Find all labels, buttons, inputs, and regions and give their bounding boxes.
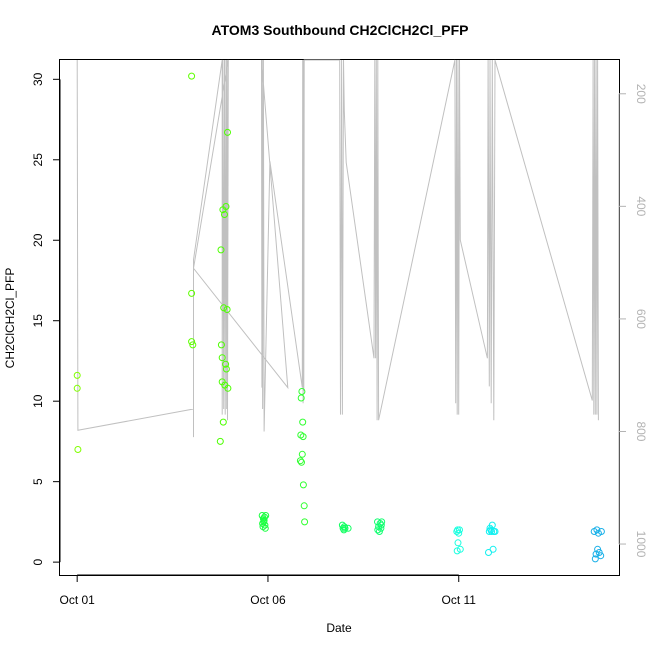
y-tick-label: 0: [31, 558, 45, 565]
data-point: [485, 549, 492, 556]
data-point: [223, 306, 231, 313]
data-point: [261, 513, 268, 521]
data-point: [188, 289, 196, 297]
data-point: [376, 520, 384, 527]
data-point: [591, 555, 599, 563]
data-point: [189, 341, 197, 349]
pressure-line-layer: [76, 59, 599, 438]
data-point: [74, 446, 82, 453]
data-point: [344, 524, 352, 532]
data-point: [224, 384, 232, 392]
data-point: [218, 354, 226, 362]
data-point: [454, 539, 462, 547]
data-point: [222, 203, 230, 210]
data-point: [299, 418, 307, 426]
data-point: [455, 529, 463, 537]
data-point: [222, 360, 230, 368]
y-tick-label: 10: [31, 394, 45, 408]
data-point: [217, 341, 225, 349]
data-point: [221, 211, 228, 218]
data-point: [222, 365, 230, 373]
y-tick-label: 20: [31, 233, 45, 247]
data-point: [262, 512, 270, 519]
x-axis: Oct 01 Oct 06 Oct 11: [59, 574, 477, 607]
data-point: [340, 526, 348, 534]
data-point: [261, 521, 269, 529]
right-tick-label: 800: [634, 421, 648, 441]
data-point: [297, 394, 305, 402]
data-point: [454, 526, 462, 534]
data-point: [73, 384, 81, 392]
data-point: [595, 549, 603, 556]
y-axis-label: CH2ClCH2Cl_PFP: [3, 268, 17, 369]
x-tick-label: Oct 06: [250, 593, 286, 607]
data-point: [299, 433, 307, 441]
data-point: [260, 516, 268, 524]
x-tick-label: Oct 01: [59, 593, 95, 607]
x-axis-label: Date: [326, 621, 352, 635]
data-point: [488, 521, 496, 529]
data-point: [341, 524, 349, 532]
data-point: [216, 437, 224, 445]
data-point: [491, 528, 499, 535]
y-tick-label: 25: [31, 153, 45, 167]
data-point: [299, 481, 307, 489]
data-point: [219, 418, 227, 426]
data-point: [597, 528, 605, 535]
data-point: [593, 526, 601, 534]
y-tick-label: 5: [31, 478, 45, 485]
data-point: [456, 545, 464, 553]
data-point: [298, 388, 306, 395]
data-point: [296, 457, 304, 465]
data-point: [300, 502, 308, 510]
data-point: [456, 526, 463, 534]
data-point: [298, 458, 305, 466]
data-point: [378, 518, 386, 526]
data-point: [220, 304, 228, 312]
right-tick-label: 1000: [634, 531, 648, 558]
data-point: [375, 528, 383, 535]
data-point: [489, 545, 497, 553]
data-point: [597, 552, 605, 560]
right-axis: 200 400 600 800 1000: [618, 84, 648, 558]
right-tick-label: 400: [634, 196, 648, 216]
data-point: [73, 371, 81, 379]
data-point: [377, 521, 385, 529]
pressure-line: [76, 59, 599, 438]
y-tick-label: 30: [31, 72, 45, 86]
data-point: [217, 246, 225, 254]
y-axis: 0 5 10 15 20 25 30: [31, 72, 61, 565]
points-layer: [73, 72, 605, 563]
data-point: [188, 338, 196, 346]
y-tick-label: 15: [31, 314, 45, 328]
data-point: [224, 128, 231, 136]
data-point: [261, 524, 269, 532]
data-point: [298, 450, 306, 458]
right-tick-label: 200: [634, 84, 648, 104]
x-tick-label: Oct 11: [442, 593, 477, 607]
data-point: [301, 518, 309, 526]
right-tick-label: 600: [634, 309, 648, 329]
data-point: [188, 72, 196, 80]
chart-title: ATOM3 Southbound CH2ClCH2Cl_PFP: [212, 22, 469, 38]
